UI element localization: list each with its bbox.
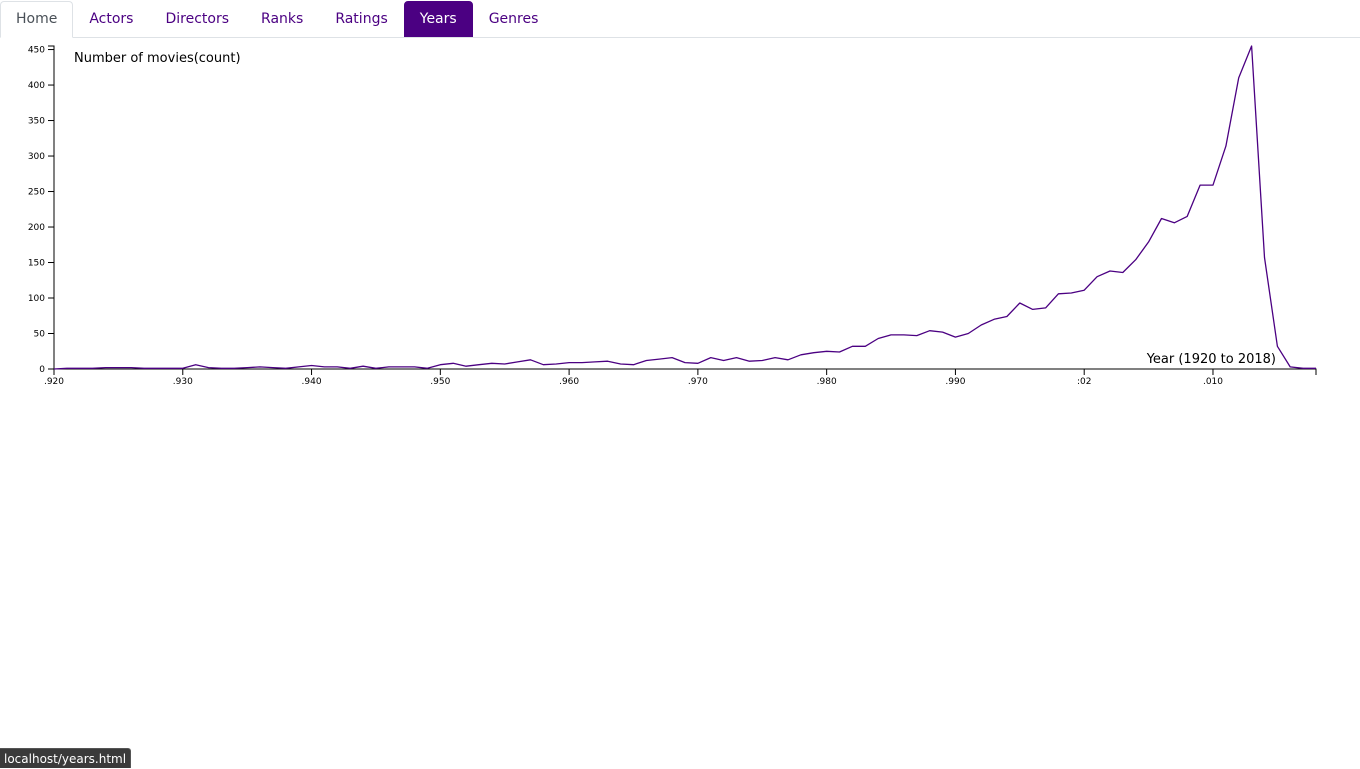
x-tick-label: .940 <box>302 377 322 387</box>
y-tick-label: 200 <box>28 223 45 233</box>
y-tick-label: 300 <box>28 152 45 162</box>
y-tick-label: 450 <box>28 46 45 56</box>
x-axis-title: Year (1920 to 2018) <box>1146 352 1276 367</box>
tab-actors[interactable]: Actors <box>89 11 134 27</box>
nav-tabs: Home Actors Directors Ranks Ratings Years Genr… <box>0 0 1360 38</box>
y-tick-label: 0 <box>39 365 45 375</box>
tab-home[interactable]: Home <box>0 1 74 38</box>
y-axis-title: Number of movies(count) <box>74 51 241 66</box>
y-tick-label: 50 <box>34 330 46 340</box>
status-bar-url: localhost/years.html <box>0 748 132 768</box>
y-tick-label: 350 <box>28 117 45 127</box>
x-tick-label: .920 <box>44 377 64 387</box>
y-tick-label: 100 <box>28 294 45 304</box>
x-tick-label: :02 <box>1077 377 1091 387</box>
x-tick-label: .970 <box>688 377 708 387</box>
tab-directors[interactable]: Directors <box>165 11 230 27</box>
series-line-movie-count <box>53 45 1316 370</box>
x-tick-label: .010 <box>1203 377 1223 387</box>
tab-years[interactable]: Years <box>403 1 473 37</box>
y-tick-label: 250 <box>28 188 45 198</box>
x-tick-label: .980 <box>817 377 837 387</box>
x-tick-label: .950 <box>430 377 450 387</box>
x-tick-label: .930 <box>173 377 193 387</box>
years-line-chart: 0 50 100 150 200 250 300 350 400 450 .920 .930 .940.… <box>28 45 1317 387</box>
x-axis-line <box>53 368 1317 375</box>
y-tick-label: 400 <box>28 81 45 91</box>
nav-tab-list: Home Actors Directors Ranks Ratings Years Genr… <box>0 0 554 38</box>
tab-ranks[interactable]: Ranks <box>261 11 304 27</box>
y-axis-line <box>48 45 55 370</box>
tab-ratings[interactable]: Ratings <box>335 11 388 27</box>
x-tick-label: .960 <box>559 377 579 387</box>
x-tick-label: .990 <box>945 377 965 387</box>
y-tick-label: 150 <box>28 259 45 269</box>
tab-genres[interactable]: Genres <box>488 11 539 27</box>
